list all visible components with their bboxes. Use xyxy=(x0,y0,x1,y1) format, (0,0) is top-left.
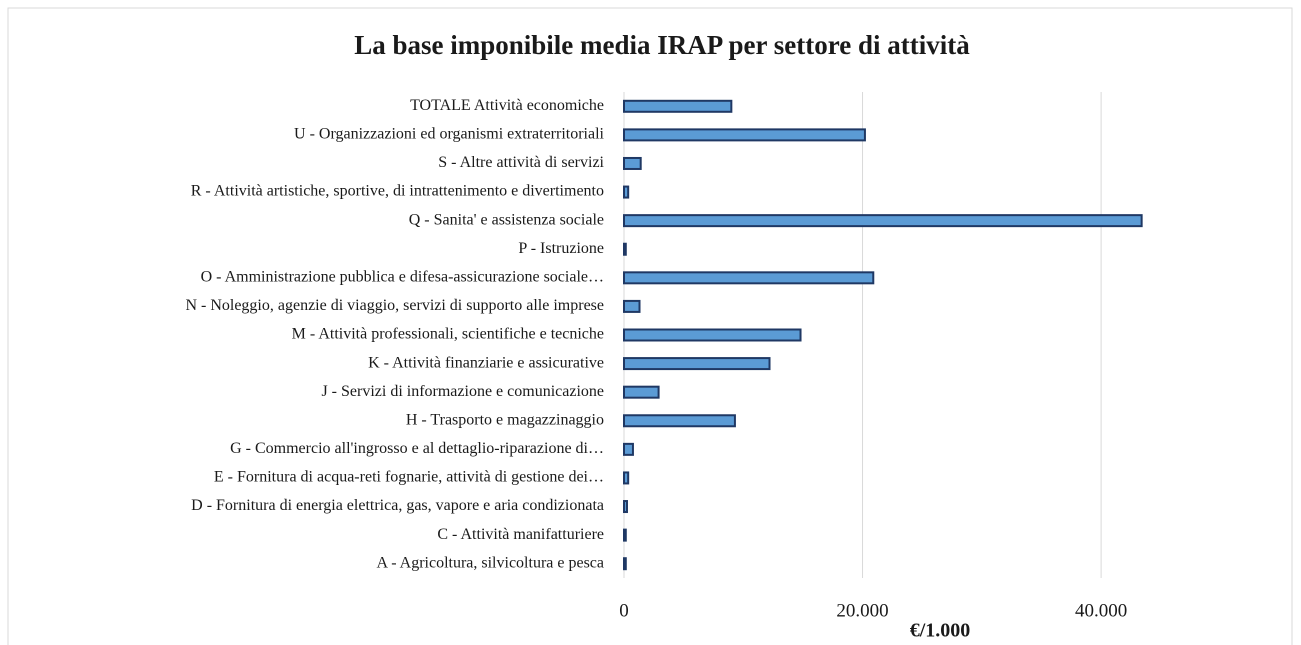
y-tick-label: Q - Sanita' e assistenza sociale xyxy=(409,211,604,228)
y-tick-label: R - Attività artistiche, sportive, di in… xyxy=(191,183,604,200)
chart-title: La base imponibile media IRAP per settor… xyxy=(354,30,970,60)
x-tick-label: 40.000 xyxy=(1075,600,1127,621)
bar xyxy=(623,500,628,514)
bar xyxy=(623,557,627,571)
bar xyxy=(623,471,630,485)
y-tick-label: J - Servizi di informazione e comunicazi… xyxy=(321,383,604,400)
bar xyxy=(623,185,630,199)
x-tick-label: 0 xyxy=(619,600,629,621)
y-tick-label: S - Altre attività di servizi xyxy=(438,154,604,171)
y-tick-label: M - Attività professionali, scientifiche… xyxy=(292,326,604,343)
y-tick-label: C - Attività manifatturiere xyxy=(437,526,604,543)
y-tick-label: N - Noleggio, agenzie di viaggio, serviz… xyxy=(185,297,604,314)
bar xyxy=(623,328,802,342)
y-tick-label: G - Commercio all'ingrosso e al dettagli… xyxy=(230,440,604,457)
bar xyxy=(623,442,634,456)
y-tick-label: A - Agricoltura, silvicoltura e pesca xyxy=(377,554,604,571)
x-tick-label: 20.000 xyxy=(836,600,888,621)
y-tick-label: D - Fornitura di energia elettrica, gas,… xyxy=(191,497,604,514)
bar xyxy=(623,156,642,170)
x-axis-title: €/1.000 xyxy=(910,620,971,642)
bar xyxy=(623,385,660,399)
bar xyxy=(623,357,771,371)
y-tick-label: TOTALE Attività economiche xyxy=(410,97,604,114)
chart-border xyxy=(7,7,1293,645)
y-tick-label: P - Istruzione xyxy=(518,240,604,257)
bar xyxy=(623,528,627,542)
y-tick-label: E - Fornitura di acqua-reti fognarie, at… xyxy=(214,469,604,486)
y-tick-label: K - Attività finanziarie e assicurative xyxy=(368,354,604,371)
y-tick-label: O - Amministrazione pubblica e difesa-as… xyxy=(201,268,604,285)
y-tick-label: U - Organizzazioni ed organismi extrater… xyxy=(294,126,605,143)
y-tick-label: H - Trasporto e magazzinaggio xyxy=(406,411,604,428)
bar xyxy=(623,414,736,428)
bar xyxy=(623,214,1143,228)
bar xyxy=(623,242,627,256)
bar xyxy=(623,271,875,285)
bar xyxy=(623,128,866,142)
bar xyxy=(623,99,733,113)
bar xyxy=(623,299,641,313)
